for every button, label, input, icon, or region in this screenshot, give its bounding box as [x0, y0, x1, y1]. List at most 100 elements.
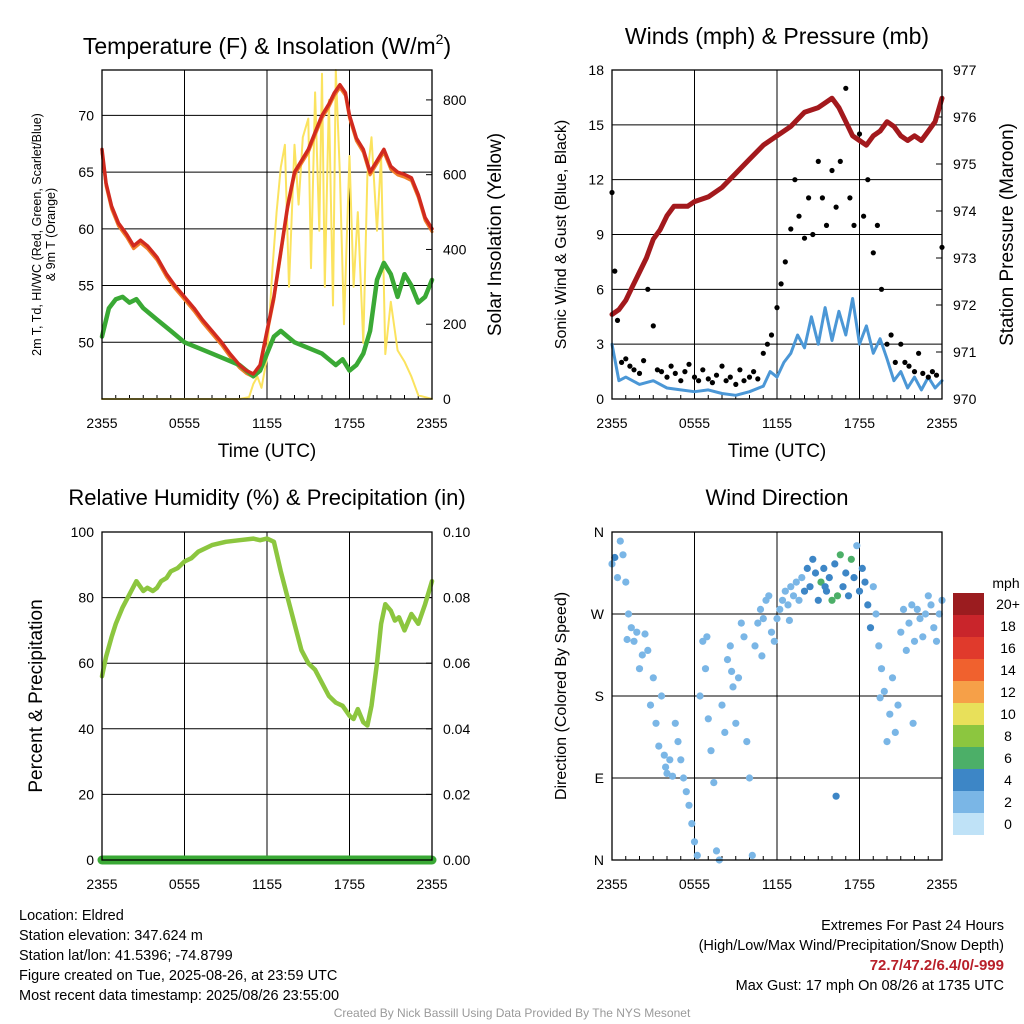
direction-point	[935, 610, 943, 618]
direction-point	[707, 747, 715, 755]
direction-point	[666, 756, 674, 764]
gust-point	[751, 369, 757, 375]
humidity-series-line	[99, 536, 435, 728]
direction-point	[646, 701, 655, 709]
dir-ytick-label: W	[591, 606, 605, 622]
temp-ytick-label-right: 800	[443, 92, 467, 108]
rh-ytick-label: 20	[78, 786, 94, 802]
direction-point	[880, 687, 888, 696]
wind-direction-chart: 2355 0555 1155 1755 2355 N E S W N Wind Direction D…	[553, 485, 958, 892]
gust-point	[727, 374, 733, 380]
direction-point	[679, 774, 688, 782]
temp-xtick-label: 2355	[416, 415, 447, 431]
direction-point	[770, 637, 778, 645]
direction-point	[652, 719, 660, 727]
gust-point	[911, 369, 918, 375]
dir-ytick-label: N	[594, 852, 604, 868]
direction-point	[821, 583, 829, 591]
direction-point	[853, 542, 861, 550]
wind-ytick-label-right: 972	[953, 297, 977, 313]
gust-point	[884, 341, 890, 347]
legend-label: 8	[1004, 728, 1012, 744]
wind-ytick-label: 0	[596, 391, 604, 407]
gust-point	[664, 374, 670, 380]
direction-point	[649, 674, 657, 682]
direction-point	[745, 774, 754, 782]
gust-point	[865, 177, 871, 183]
extremes-subtitle: (High/Low/Max Wind/Precipitation/Snow De…	[698, 938, 1004, 954]
legend-swatch	[953, 637, 984, 659]
wind-xtick-label: 1155	[762, 415, 792, 431]
gust-point	[906, 363, 912, 369]
wind-speed-series-line	[610, 297, 944, 397]
direction-point	[869, 583, 877, 591]
direction-point	[916, 615, 924, 623]
rh-xtick-label: 0555	[169, 876, 200, 892]
direction-point	[624, 610, 633, 618]
direction-point	[828, 596, 836, 604]
direction-point	[754, 619, 762, 627]
direction-point	[682, 788, 690, 796]
direction-chart-title: Wind Direction	[705, 485, 848, 510]
gust-point	[829, 167, 835, 174]
temp-ylabel-line2: & 9m T (Orange)	[44, 188, 58, 281]
direction-point	[703, 633, 711, 641]
gust-point	[678, 378, 684, 384]
direction-point	[613, 574, 622, 582]
direction-point	[909, 719, 917, 727]
gust-point	[723, 378, 729, 384]
direction-point	[776, 605, 784, 614]
gust-point	[612, 268, 618, 274]
legend-label: 2	[1004, 794, 1012, 810]
direction-point	[756, 605, 765, 614]
legend-swatch	[953, 769, 984, 791]
wind-ytick-label-right: 971	[953, 344, 977, 360]
wind-ytick-label: 6	[596, 281, 604, 297]
legend-swatch	[953, 747, 984, 769]
gust-point	[627, 363, 633, 369]
direction-point	[677, 756, 685, 764]
dir-ytick-label: N	[594, 524, 604, 540]
direction-point	[785, 616, 794, 625]
rh-ytick-label-right: 0.04	[443, 721, 470, 737]
gust-point	[658, 369, 665, 375]
gust-point	[819, 195, 826, 201]
legend-label: 12	[1000, 684, 1016, 700]
dir-xtick-label: 1755	[844, 876, 875, 892]
gust-point	[746, 374, 753, 380]
direction-point	[662, 763, 670, 771]
direction-point	[832, 792, 840, 800]
wind-ytick-label: 9	[596, 227, 604, 243]
temp-title-end: )	[443, 33, 451, 59]
direction-point	[899, 605, 908, 614]
direction-point	[644, 646, 652, 655]
gust-point	[654, 367, 661, 373]
wind-xtick-label: 2355	[926, 415, 957, 431]
direction-point	[723, 656, 732, 664]
station-info: Location: Eldred Station elevation: 347.…	[19, 906, 339, 1006]
gust-point	[851, 222, 857, 228]
gust-point	[768, 332, 775, 338]
legend-label: 10	[1000, 706, 1016, 722]
gust-point	[878, 286, 885, 292]
direction-point	[710, 779, 718, 787]
gust-point	[760, 350, 766, 356]
gust-point	[733, 381, 739, 387]
direction-point	[817, 578, 825, 586]
legend-swatch	[953, 813, 984, 835]
direction-point	[924, 592, 932, 600]
direction-point	[866, 624, 875, 632]
direction-point	[836, 551, 844, 559]
direction-point	[751, 642, 759, 650]
legend-label: 0	[1004, 816, 1012, 832]
direction-point	[910, 637, 919, 645]
created-text: Figure created on Tue, 2025-08-26, at 23…	[19, 968, 338, 984]
direction-point	[891, 728, 899, 737]
dir-ytick-label: S	[595, 688, 604, 704]
temp-ytick-label-right: 200	[443, 316, 467, 332]
gust-point	[888, 332, 894, 338]
dir-frame	[611, 531, 943, 861]
direction-point	[872, 610, 880, 618]
direction-point	[809, 555, 817, 563]
direction-point	[798, 574, 806, 582]
